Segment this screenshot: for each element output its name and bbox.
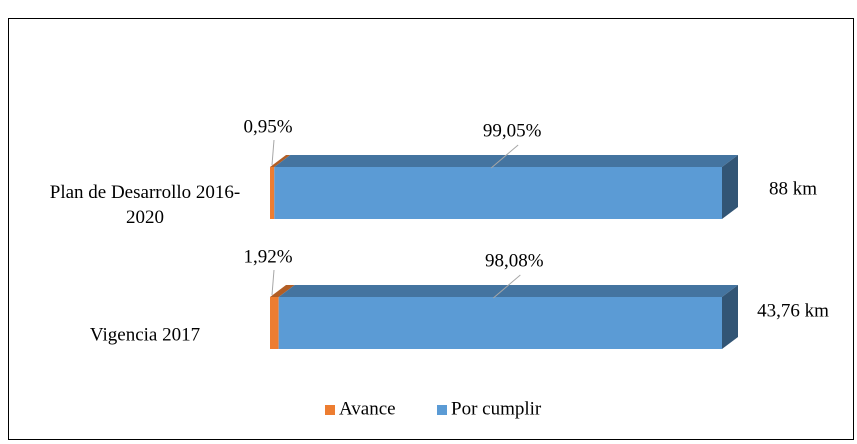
bar-side xyxy=(722,285,738,349)
annotation: 43,76 km xyxy=(757,300,829,321)
legend-swatch xyxy=(437,405,447,415)
value-label: 1,92% xyxy=(243,246,292,267)
bar xyxy=(274,155,738,219)
value-label: 0,95% xyxy=(243,116,292,137)
value-label: 98,08% xyxy=(485,250,544,271)
bar-front xyxy=(274,167,722,219)
leader-line xyxy=(271,139,275,166)
bar-side xyxy=(722,155,738,219)
bar-top xyxy=(270,285,295,297)
category-label: Vigencia 2017 xyxy=(89,324,201,346)
bar-front xyxy=(278,297,722,349)
legend-label: Por cumplir xyxy=(451,398,542,419)
bar xyxy=(270,285,295,349)
value-label: 99,05% xyxy=(483,120,542,141)
chart-border xyxy=(8,18,854,440)
bar-front xyxy=(270,167,275,219)
category-label: Plan de Desarrollo 2016-2020 xyxy=(49,182,241,228)
leader-line xyxy=(493,274,521,299)
bar-top xyxy=(274,155,738,167)
bar-front xyxy=(270,297,279,349)
annotation: 88 km xyxy=(769,178,817,199)
bar-top xyxy=(278,285,738,297)
leader-line xyxy=(271,269,275,296)
bar xyxy=(270,155,291,219)
leader-line xyxy=(490,144,519,169)
bar-top xyxy=(270,155,291,167)
bar xyxy=(278,285,738,349)
legend-label: Avance xyxy=(339,398,396,419)
legend-swatch xyxy=(325,405,335,415)
